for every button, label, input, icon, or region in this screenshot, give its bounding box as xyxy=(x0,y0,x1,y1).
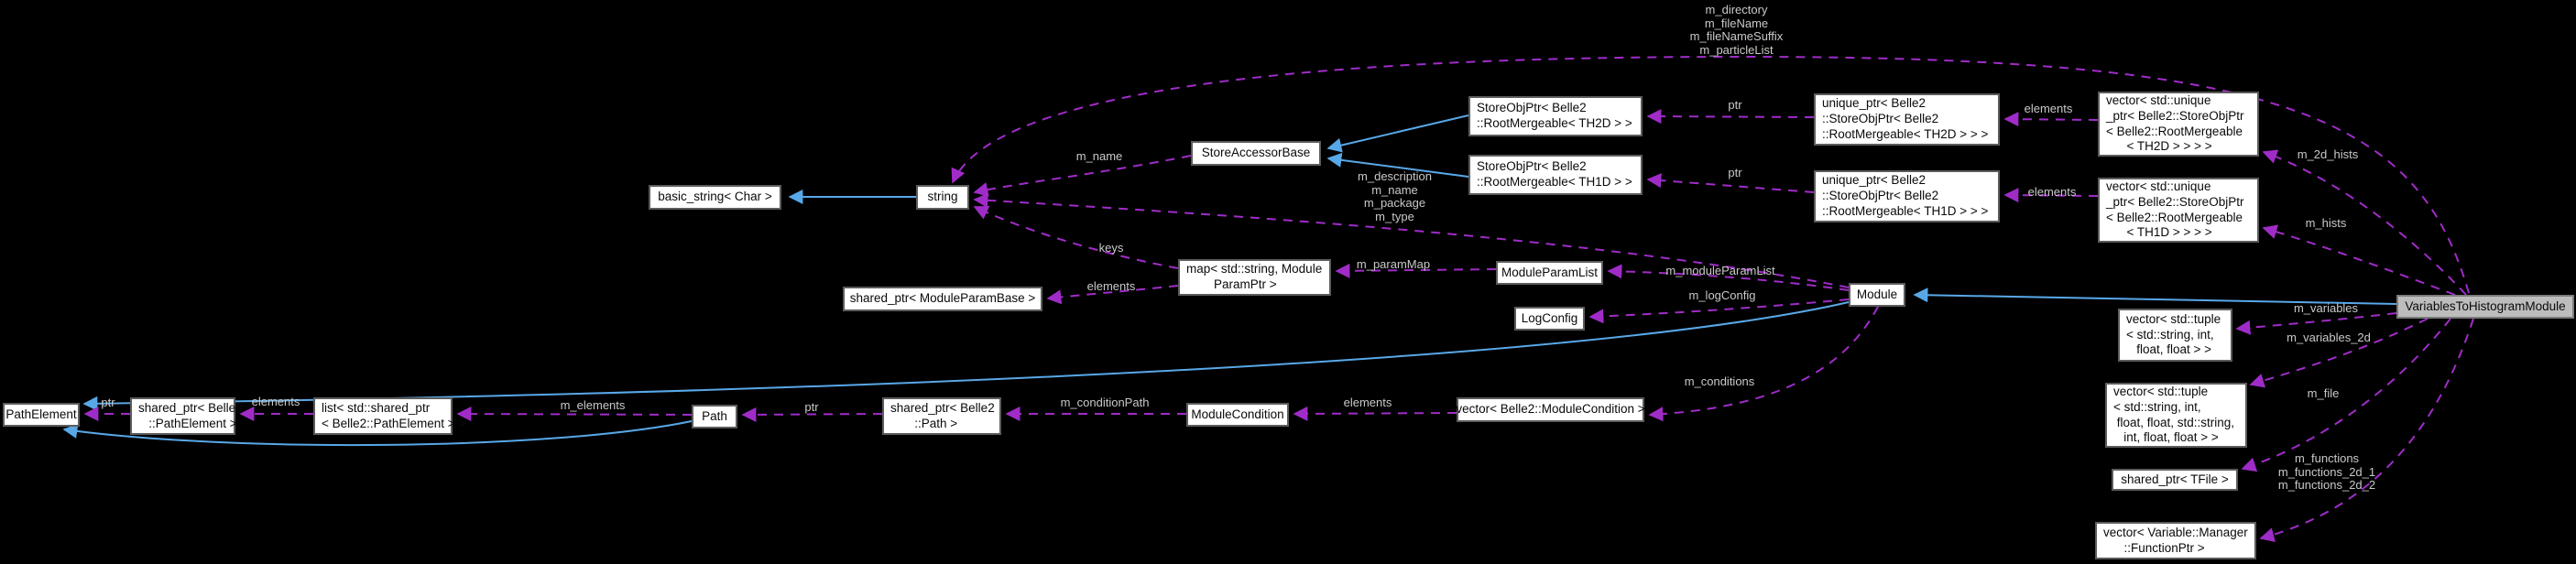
node-storeobjptr-th2d[interactable]: StoreObjPtr< Belle2 ::RootMergeable< TH2… xyxy=(1468,96,1643,136)
edge-label-m-variables: m_variables xyxy=(2293,301,2359,315)
edge-m-variables xyxy=(2235,312,2397,335)
node-pathelement[interactable]: PathElement xyxy=(3,403,80,427)
edge-m-functions xyxy=(2259,318,2474,542)
edge-label-m-file: m_file xyxy=(2307,386,2340,400)
node-sharedptr-pathelement[interactable]: shared_ptr< Belle2 ::PathElement > xyxy=(130,397,243,435)
edge-label-ptr-th2d: ptr xyxy=(1728,98,1742,112)
edge-keys xyxy=(973,205,1179,269)
edge-label-ptr-path: ptr xyxy=(804,400,819,414)
node-vector-th1d[interactable]: vector< std::unique _ptr< Belle2::StoreO… xyxy=(2098,178,2259,243)
node-path[interactable]: Path xyxy=(692,405,737,428)
edge-label-keys: keys xyxy=(1098,241,1124,255)
node-list-sharedptr-pathelement[interactable]: list< std::shared_ptr < Belle2::PathElem… xyxy=(313,397,465,435)
edge-ptr-th1d xyxy=(1646,173,1815,193)
edge-label-m-description-block: m_description m_name m_package m_type xyxy=(1358,169,1432,224)
edge-path-pathelement xyxy=(62,420,693,447)
edge-m-description-block xyxy=(973,192,1850,288)
edge-m-2d-hists xyxy=(2262,149,2467,296)
node-basic-string[interactable]: basic_string< Char > xyxy=(649,185,781,210)
node-vector-functionptr[interactable]: vector< Variable::Manager ::FunctionPtr … xyxy=(2095,522,2256,559)
edge-label-m-conditionpath: m_conditionPath xyxy=(1060,396,1150,409)
node-moduleparamlist[interactable]: ModuleParamList xyxy=(1496,261,1603,285)
edge-m-file xyxy=(2241,318,2451,472)
node-vector-tuple8[interactable]: vector< std::tuple < std::string, int, f… xyxy=(2105,383,2247,448)
edge-label-m-parammap: m_paramMap xyxy=(1356,257,1431,271)
edge-label-m-moduleparamlist: m_moduleParamList xyxy=(1665,264,1775,277)
edge-label-m-2d-hists: m_2d_hists xyxy=(2297,147,2359,161)
edge-storeobjptr-th2d-storeaccessorbase xyxy=(1326,114,1469,153)
edge-label-m-name: m_name xyxy=(1075,149,1123,163)
edge-label-ptr-pathelement: ptr xyxy=(101,396,115,409)
node-logconfig[interactable]: LogConfig xyxy=(1514,307,1585,331)
node-uniqueptr-th2d[interactable]: unique_ptr< Belle2 ::StoreObjPtr< Belle2… xyxy=(1814,93,2000,146)
edge-elements-th2d xyxy=(2003,112,2099,127)
edge-label-m-logconfig: m_logConfig xyxy=(1688,288,1756,302)
edge-label-elements-list: elements xyxy=(251,395,300,408)
node-variablestohistogrammodule[interactable]: VariablesToHistogramModule xyxy=(2396,295,2574,319)
edge-label-elements-map: elements xyxy=(1086,279,1136,293)
edge-module-pathelement xyxy=(82,301,1850,411)
edge-ptr-path xyxy=(741,407,883,422)
node-vector-tuple4[interactable]: vector< std::tuple < std::string, int, f… xyxy=(2118,309,2232,362)
edge-label-ptr-th1d: ptr xyxy=(1728,166,1742,179)
edge-label-m-conditions: m_conditions xyxy=(1684,374,1755,388)
edge-label-m-variables-2d: m_variables_2d xyxy=(2287,331,2371,344)
node-storeobjptr-th1d[interactable]: StoreObjPtr< Belle2 ::RootMergeable< TH1… xyxy=(1468,155,1643,195)
node-sharedptr-path[interactable]: shared_ptr< Belle2 ::Path > xyxy=(882,397,1001,435)
node-sharedptr-moduleparambase[interactable]: shared_ptr< ModuleParamBase > xyxy=(843,287,1042,311)
edge-m-logconfig xyxy=(1588,298,1850,324)
node-module[interactable]: Module xyxy=(1849,283,1905,307)
edge-label-m-directory-block: m_directory m_fileName m_fileNameSuffix … xyxy=(1689,3,1784,58)
edge-m-variables-2d xyxy=(2249,318,2429,388)
edge-ptr-th2d xyxy=(1646,109,1815,125)
edge-label-m-elements: m_elements xyxy=(560,398,626,412)
node-store-accessor-base[interactable]: StoreAccessorBase xyxy=(1191,141,1321,166)
edge-label-m-hists: m_hists xyxy=(2305,216,2347,230)
edge-m-hists xyxy=(2262,224,2456,296)
edge-label-m-functions-block: m_functions m_functions_2d_1 m_functions… xyxy=(2277,451,2376,493)
edge-m-moduleparamlist xyxy=(1607,264,1850,291)
node-string[interactable]: string xyxy=(916,185,969,210)
edge-elements-map xyxy=(1046,285,1179,305)
edge-label-elements-modulecondition: elements xyxy=(1343,396,1392,409)
edge-label-elements-th2d: elements xyxy=(2024,102,2073,115)
node-map-moduleparamptr[interactable]: map< std::string, Module ParamPtr > xyxy=(1178,259,1331,296)
edge-m-elements xyxy=(456,407,693,422)
edge-m-name xyxy=(973,155,1192,197)
edge-label-elements-th1d: elements xyxy=(2027,185,2077,199)
node-vector-modulecondition[interactable]: vector< Belle2::ModuleCondition > xyxy=(1456,397,1645,422)
edge-vthm-module xyxy=(1913,287,2397,305)
edge-storeobjptr-th1d-storeaccessorbase xyxy=(1326,152,1469,178)
node-sharedptr-tfile[interactable]: shared_ptr< TFile > xyxy=(2112,469,2238,491)
node-modulecondition[interactable]: ModuleCondition xyxy=(1186,403,1289,427)
node-vector-th2d[interactable]: vector< std::unique _ptr< Belle2::StoreO… xyxy=(2098,92,2259,157)
edge-m-conditions xyxy=(1648,306,1879,422)
edge-m-parammap xyxy=(1335,263,1497,278)
node-uniqueptr-th1d[interactable]: unique_ptr< Belle2 ::StoreObjPtr< Belle2… xyxy=(1814,170,2000,222)
edge-elements-modulecondition xyxy=(1293,406,1457,421)
